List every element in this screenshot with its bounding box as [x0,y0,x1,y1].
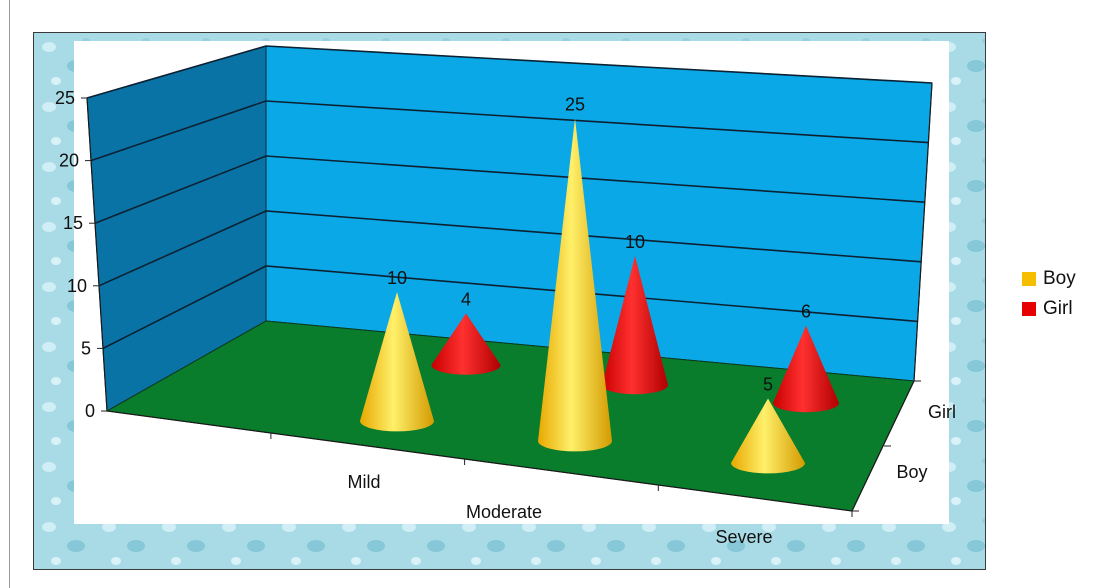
data-label: 4 [461,289,471,309]
y-tick-label: 0 [85,401,95,421]
data-label: 5 [763,375,773,395]
gridlines [86,45,933,350]
data-label: 10 [625,232,645,252]
depth-tick-label: Girl [928,402,956,422]
x-tick-label: Severe [715,527,772,547]
depth-tick-label: Boy [896,462,927,482]
data-label: 10 [387,268,407,288]
cone-series: 4 10 10 25 6 5 [360,95,839,474]
data-label: 6 [801,302,811,322]
legend: Boy Girl [1022,264,1076,324]
cone-body [360,292,434,432]
y-axis: 0 5 10 15 20 25 [55,88,107,421]
y-tick-label: 25 [55,88,75,108]
legend-item-girl: Girl [1022,294,1076,324]
y-tick-label: 20 [59,151,79,171]
cone-boy-mild: 10 [360,268,434,432]
y-tick-label: 5 [81,338,91,358]
cone-girl-severe: 6 [773,302,839,413]
y-tick-label: 10 [67,276,87,296]
cone-boy-severe: 5 [731,375,805,474]
gridline [102,265,918,350]
y-tick-label: 15 [63,213,83,233]
cone-body [602,256,668,395]
page-left-rule [9,0,10,588]
chart-area: 0 5 10 15 20 25 Mild Moderate Severe Boy Girl 4 1… [33,32,986,570]
cone-body [431,313,501,375]
data-label: 25 [565,95,585,115]
gridline [90,100,929,162]
cone-body [731,398,805,474]
legend-swatch-boy [1022,272,1036,286]
cone-chart: 0 5 10 15 20 25 Mild Moderate Severe Boy Girl 4 1… [34,33,985,569]
cone-body [773,325,839,413]
gridline [98,210,922,287]
cone-girl-moderate: 10 [602,232,668,395]
x-tick-label: Moderate [466,502,542,522]
gridline [94,155,925,224]
x-axis: Mild Moderate Severe [270,433,853,547]
legend-label-boy: Boy [1043,268,1076,289]
legend-label-girl: Girl [1043,298,1073,319]
gridline [86,45,933,99]
depth-axis: Boy Girl [852,380,956,512]
cone-girl-mild: 4 [431,289,501,375]
legend-swatch-girl [1022,302,1036,316]
x-tick-label: Mild [347,472,380,492]
legend-item-boy: Boy [1022,264,1076,294]
cone-boy-moderate: 25 [538,95,612,452]
cone-body [538,118,612,452]
